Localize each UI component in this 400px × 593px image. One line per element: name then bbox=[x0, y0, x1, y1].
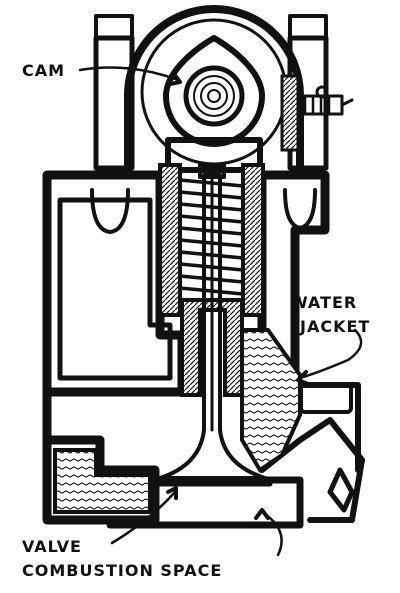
combustion-chamber bbox=[106, 417, 365, 529]
combustion-space-label: COMBUSTION SPACE bbox=[22, 561, 222, 580]
valve-guide-housing bbox=[158, 137, 265, 397]
jacket-label: JACKET bbox=[299, 317, 370, 336]
cam-assembly bbox=[124, 5, 304, 174]
adjusting-screw bbox=[280, 74, 354, 152]
water-label: WATER bbox=[290, 293, 357, 312]
leader-lines bbox=[78, 66, 363, 557]
cam-label: CAM bbox=[22, 61, 65, 80]
water-jacket-regions bbox=[53, 328, 302, 514]
valve-label: VALVE bbox=[22, 537, 82, 556]
